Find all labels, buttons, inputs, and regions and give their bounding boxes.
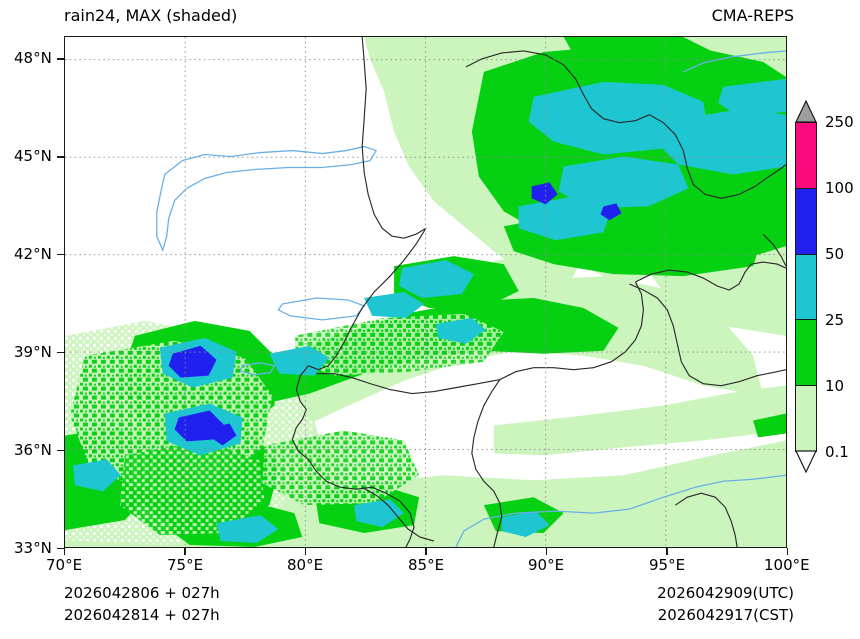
valid-time-utc: 2026042909(UTC) — [657, 584, 794, 602]
colorbar-segment — [796, 320, 816, 387]
colorbar-tick-label: 25 — [825, 311, 845, 329]
colorbar-over-arrow — [795, 100, 817, 123]
colorbar-tick-label: 10 — [825, 377, 845, 395]
y-axis-label: 48°N — [14, 49, 52, 67]
x-axis-label: 80°E — [287, 556, 324, 574]
x-tick — [63, 548, 65, 555]
x-tick — [425, 548, 427, 555]
x-axis-label: 75°E — [167, 556, 204, 574]
colorbar-under-arrow — [795, 450, 817, 473]
colorbar-segment — [796, 123, 816, 189]
valid-time-cst: 2026042917(CST) — [657, 606, 794, 624]
y-tick — [57, 449, 64, 452]
y-axis-label: 39°N — [14, 343, 52, 361]
colorbar-bands — [795, 122, 817, 452]
y-tick — [57, 351, 64, 354]
x-axis-label: 100°E — [764, 556, 810, 574]
y-axis-label: 42°N — [14, 245, 52, 263]
y-tick — [57, 253, 64, 256]
y-tick — [57, 547, 64, 549]
precip-band-25-50 — [72, 78, 786, 544]
map-borders — [291, 37, 786, 547]
map-plot-area — [64, 36, 787, 548]
colorbar-segment — [796, 188, 816, 255]
chart-title: rain24, MAX (shaded) — [64, 6, 238, 25]
colorbar-segment — [796, 386, 816, 451]
model-label: CMA-REPS — [711, 6, 794, 25]
colorbar-tick-label: 0.1 — [825, 443, 849, 461]
x-axis-label: 90°E — [528, 556, 565, 574]
colorbar-tick-label: 250 — [825, 113, 854, 131]
colorbar-tick-label: 100 — [825, 179, 854, 197]
y-axis-label: 36°N — [14, 441, 52, 459]
y-tick — [57, 156, 64, 158]
y-axis-label: 33°N — [14, 539, 52, 557]
y-tick — [57, 58, 64, 60]
colorbar-segment — [796, 254, 816, 321]
init-time-line-1: 2026042806 + 027h — [64, 584, 220, 602]
x-tick — [184, 548, 186, 555]
x-tick — [786, 548, 788, 555]
colorbar-tick-label: 50 — [825, 245, 845, 263]
y-axis-label: 45°N — [14, 147, 52, 165]
precip-band-50-100 — [168, 182, 622, 446]
x-axis-label: 95°E — [649, 556, 686, 574]
map-gridlines — [65, 37, 786, 547]
x-tick — [666, 548, 668, 555]
x-axis-label: 85°E — [408, 556, 445, 574]
x-tick — [545, 548, 547, 555]
x-axis-label: 70°E — [46, 556, 83, 574]
x-tick — [304, 548, 306, 555]
precipitation-map — [65, 37, 786, 547]
init-time-line-2: 2026042814 + 027h — [64, 606, 220, 624]
colorbar: 250 100 50 25 10 0.1 — [795, 100, 854, 473]
